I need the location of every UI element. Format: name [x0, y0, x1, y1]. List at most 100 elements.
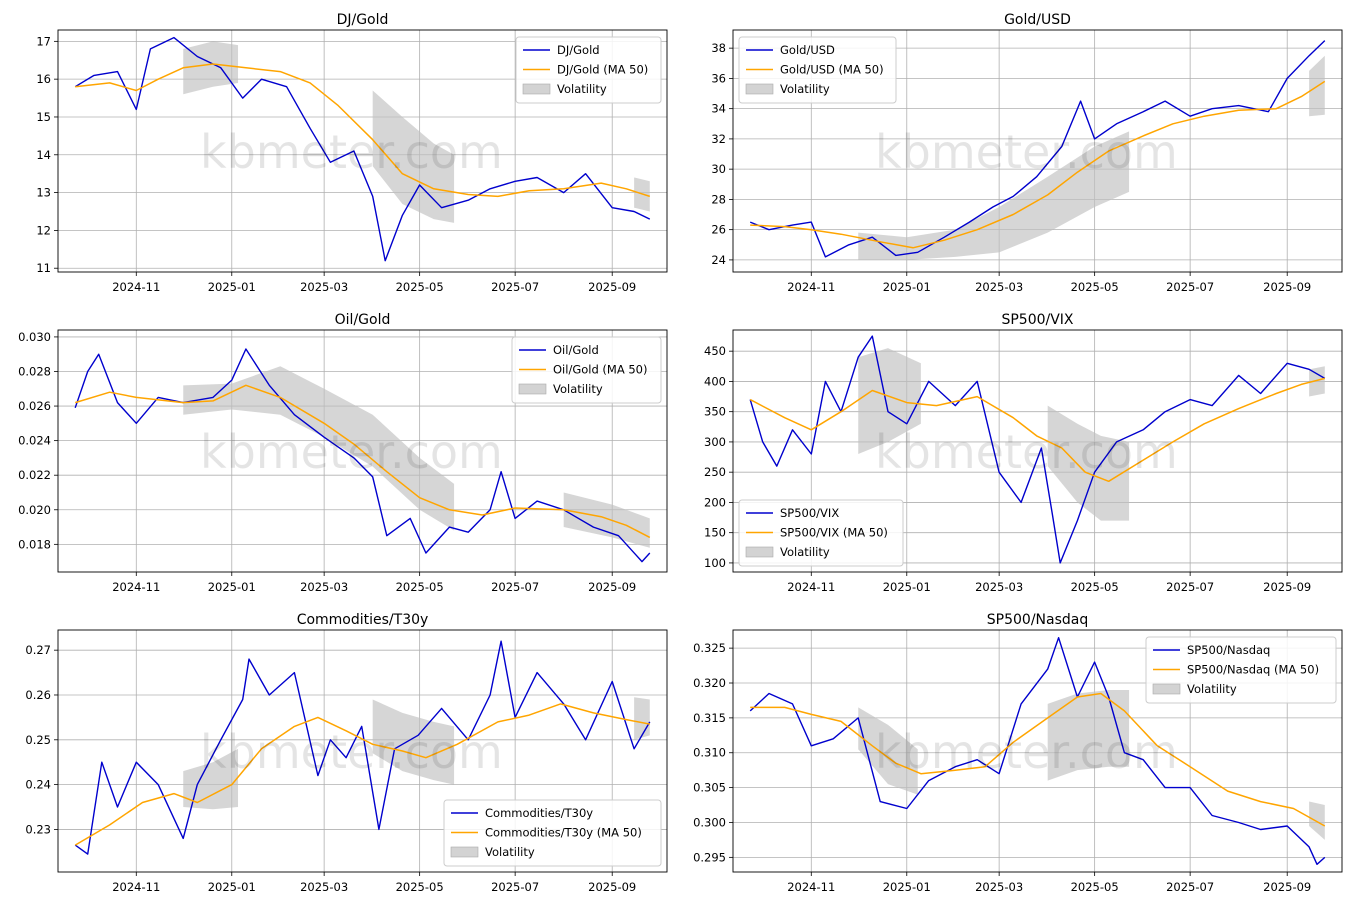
y-tick-label: 0.310 — [693, 746, 726, 760]
ma-line — [74, 384, 651, 539]
x-tick-label: 2025-03 — [975, 880, 1023, 894]
x-tick-label: 2024-11 — [112, 580, 160, 594]
x-tick-label: 2025-01 — [208, 280, 256, 294]
x-tick-label: 2025-07 — [1166, 880, 1214, 894]
y-tick-label: 0.300 — [693, 815, 726, 829]
y-tick-label: 17 — [36, 34, 51, 48]
chart-title: SP500/VIX — [1001, 312, 1073, 328]
watermark: kbmeter.com — [875, 125, 1178, 179]
legend-label: Gold/USD (MA 50) — [780, 63, 884, 77]
y-tick-label: 0.305 — [693, 781, 726, 795]
x-tick-label: 2025-09 — [588, 880, 636, 894]
y-tick-label: 0.24 — [25, 778, 51, 792]
legend-label: Commodities/T30y — [485, 806, 593, 820]
chart-commodities-t30y: Commodities/T30y 2024-11 2025-01 2025-03 202… — [25, 612, 668, 894]
y-tick-label: 0.315 — [693, 711, 726, 725]
x-tick-label: 2025-05 — [396, 580, 444, 594]
x-tick-label: 2025-05 — [396, 880, 444, 894]
chart-dj-gold: DJ/Gold 2024-11 2025-01 2025-03 2025-05 2025-… — [36, 12, 668, 294]
watermark: kbmeter.com — [200, 725, 503, 779]
y-tick-label: 0.26 — [25, 688, 51, 702]
y-tick-label: 0.320 — [693, 676, 726, 690]
y-tick-label: 16 — [36, 72, 51, 86]
y-tick-label: 13 — [36, 186, 51, 200]
y-tick-label: 36 — [711, 71, 726, 85]
chart-title: SP500/Nasdaq — [987, 612, 1088, 628]
x-tick-label: 2025-01 — [208, 580, 256, 594]
x-tick-label: 2025-01 — [883, 580, 931, 594]
y-tick-label: 12 — [36, 223, 51, 237]
series-line — [749, 335, 1326, 564]
x-tick-label: 2025-05 — [396, 280, 444, 294]
y-tick-label: 400 — [704, 374, 726, 388]
legend-label: Commodities/T30y (MA 50) — [485, 826, 642, 840]
legend-swatch-volatility — [518, 383, 547, 395]
chart-oil-gold: Oil/Gold 2024-11 2025-01 2025-03 2025-05 2025… — [18, 312, 668, 594]
chart-title: Commodities/T30y — [297, 612, 429, 628]
y-tick-label: 300 — [704, 435, 726, 449]
x-tick-label: 2025-09 — [588, 280, 636, 294]
series-line — [749, 40, 1326, 258]
ma-line — [749, 377, 1325, 483]
ma-line — [750, 692, 1326, 827]
x-tick-label: 2025-07 — [491, 880, 539, 894]
legend-swatch-volatility — [450, 846, 479, 858]
y-tick-label: 15 — [36, 110, 51, 124]
y-tick-label: 0.024 — [18, 434, 51, 448]
legend-label: Volatility — [553, 382, 603, 396]
axes-frame — [57, 629, 668, 873]
x-tick-label: 2025-07 — [1166, 580, 1214, 594]
legend-swatch-volatility — [1152, 683, 1181, 695]
legend-box — [1145, 636, 1337, 704]
legend-label: Volatility — [557, 82, 607, 96]
x-tick-label: 2025-05 — [1071, 280, 1119, 294]
y-tick-label: 0.23 — [25, 822, 51, 836]
series-line — [74, 36, 651, 262]
gridlines — [58, 330, 667, 572]
x-tick-label: 2025-09 — [1263, 880, 1311, 894]
y-tick-label: 0.27 — [25, 643, 51, 657]
y-tick-label: 30 — [711, 162, 726, 176]
legend-label: SP500/VIX — [780, 506, 839, 520]
x-tick-label: 2024-11 — [787, 280, 835, 294]
y-tick-label: 24 — [711, 253, 726, 267]
axes-frame — [57, 29, 668, 273]
x-tick-label: 2025-07 — [491, 280, 539, 294]
y-tick-label: 26 — [711, 223, 726, 237]
x-tick-label: 2024-11 — [787, 580, 835, 594]
volatility-band — [183, 748, 239, 810]
volatility-band — [1047, 405, 1130, 521]
y-tick-label: 0.018 — [18, 537, 51, 551]
volatility-band — [372, 90, 455, 223]
legend-swatch-volatility — [745, 83, 774, 95]
chart-title: Gold/USD — [1004, 12, 1071, 28]
legend-label: SP500/VIX (MA 50) — [780, 526, 888, 540]
y-tick-label: 0.022 — [18, 468, 51, 482]
x-tick-label: 2025-09 — [588, 580, 636, 594]
legend-label: Volatility — [485, 845, 535, 859]
chart-gold-usd: Gold/USD 2024-11 2025-01 2025-03 2025-05 2025… — [711, 12, 1343, 294]
legend: SP500/Nasdaq SP500/Nasdaq (MA 50) Volatili… — [1145, 636, 1337, 704]
legend-box — [738, 36, 897, 104]
watermark: kbmeter.com — [200, 425, 503, 479]
x-tick-label: 2025-01 — [883, 880, 931, 894]
chart-title: DJ/Gold — [337, 12, 389, 28]
legend: Commodities/T30y Commodities/T30y (MA 50)… — [443, 799, 662, 867]
y-tick-label: 350 — [704, 405, 726, 419]
x-tick-label: 2025-03 — [975, 580, 1023, 594]
legend-label: Gold/USD — [780, 43, 835, 57]
legend: Oil/Gold Oil/Gold (MA 50) Volatility — [511, 336, 662, 404]
chart-title: Oil/Gold — [335, 312, 391, 328]
volatility-band — [183, 41, 239, 95]
legend-label: SP500/Nasdaq — [1187, 643, 1270, 657]
y-tick-label: 11 — [36, 261, 51, 275]
legend-swatch-volatility — [745, 546, 774, 558]
series-line — [749, 637, 1326, 865]
x-tick-label: 2025-03 — [300, 280, 348, 294]
y-tick-label: 0.25 — [25, 733, 51, 747]
ma-line — [750, 80, 1326, 249]
legend-swatch-volatility — [522, 83, 551, 95]
y-tick-label: 0.028 — [18, 364, 51, 378]
y-tick-label: 14 — [36, 148, 51, 162]
